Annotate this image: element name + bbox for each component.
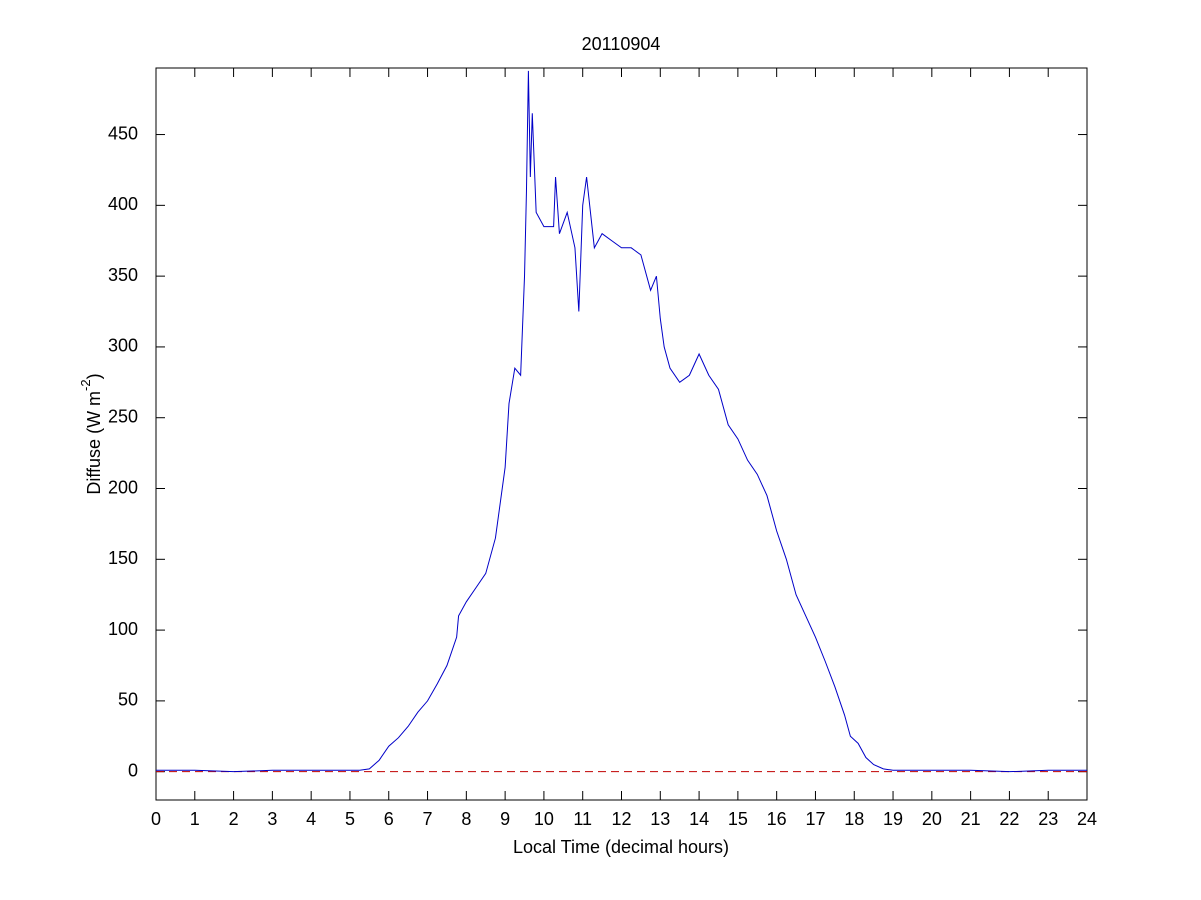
y-tick-label: 250 <box>108 406 138 426</box>
y-tick-label: 0 <box>128 760 138 780</box>
x-tick-label: 5 <box>345 809 355 829</box>
x-tick-label: 3 <box>267 809 277 829</box>
x-tick-label: 23 <box>1038 809 1058 829</box>
x-tick-label: 8 <box>461 809 471 829</box>
x-tick-label: 21 <box>961 809 981 829</box>
x-tick-label: 17 <box>805 809 825 829</box>
plot-area <box>155 67 1088 801</box>
y-tick-label: 100 <box>108 619 138 639</box>
y-axis-label: Diffuse (W m-2) <box>78 373 103 494</box>
x-tick-label: 13 <box>650 809 670 829</box>
x-tick-label: 2 <box>229 809 239 829</box>
x-tick-label: 11 <box>573 809 592 829</box>
y-label-sup: -2 <box>78 379 93 391</box>
y-tick-label: 450 <box>108 123 138 143</box>
x-tick-label: 1 <box>190 809 200 829</box>
x-tick-label: 15 <box>728 809 748 829</box>
y-tick-label: 200 <box>108 477 138 497</box>
x-tick-label: 20 <box>922 809 942 829</box>
y-tick-label: 50 <box>118 690 138 710</box>
y-tick-label: 150 <box>108 548 138 568</box>
y-label-end: ) <box>84 373 104 379</box>
data-line <box>156 70 1087 773</box>
x-axis-label: Local Time (decimal hours) <box>513 837 729 857</box>
y-tick-label: 350 <box>108 265 138 285</box>
y-label-text: Diffuse (W m <box>84 391 104 495</box>
x-tick-label: 24 <box>1077 809 1097 829</box>
x-tick-label: 10 <box>534 809 554 829</box>
x-tick-label: 4 <box>306 809 316 829</box>
x-tick-label: 7 <box>423 809 433 829</box>
x-tick-label: 18 <box>844 809 864 829</box>
chart-title: 20110904 <box>582 34 661 54</box>
y-tick-label: 400 <box>108 194 138 214</box>
x-tick-label: 6 <box>384 809 394 829</box>
x-tick-label: 0 <box>151 809 161 829</box>
x-tick-label: 22 <box>999 809 1019 829</box>
x-tick-label: 19 <box>883 809 903 829</box>
y-tick-label: 300 <box>108 336 138 356</box>
x-tick-label: 16 <box>767 809 787 829</box>
x-tick-label: 14 <box>689 809 709 829</box>
x-tick-label: 9 <box>500 809 510 829</box>
x-tick-label: 12 <box>611 809 631 829</box>
